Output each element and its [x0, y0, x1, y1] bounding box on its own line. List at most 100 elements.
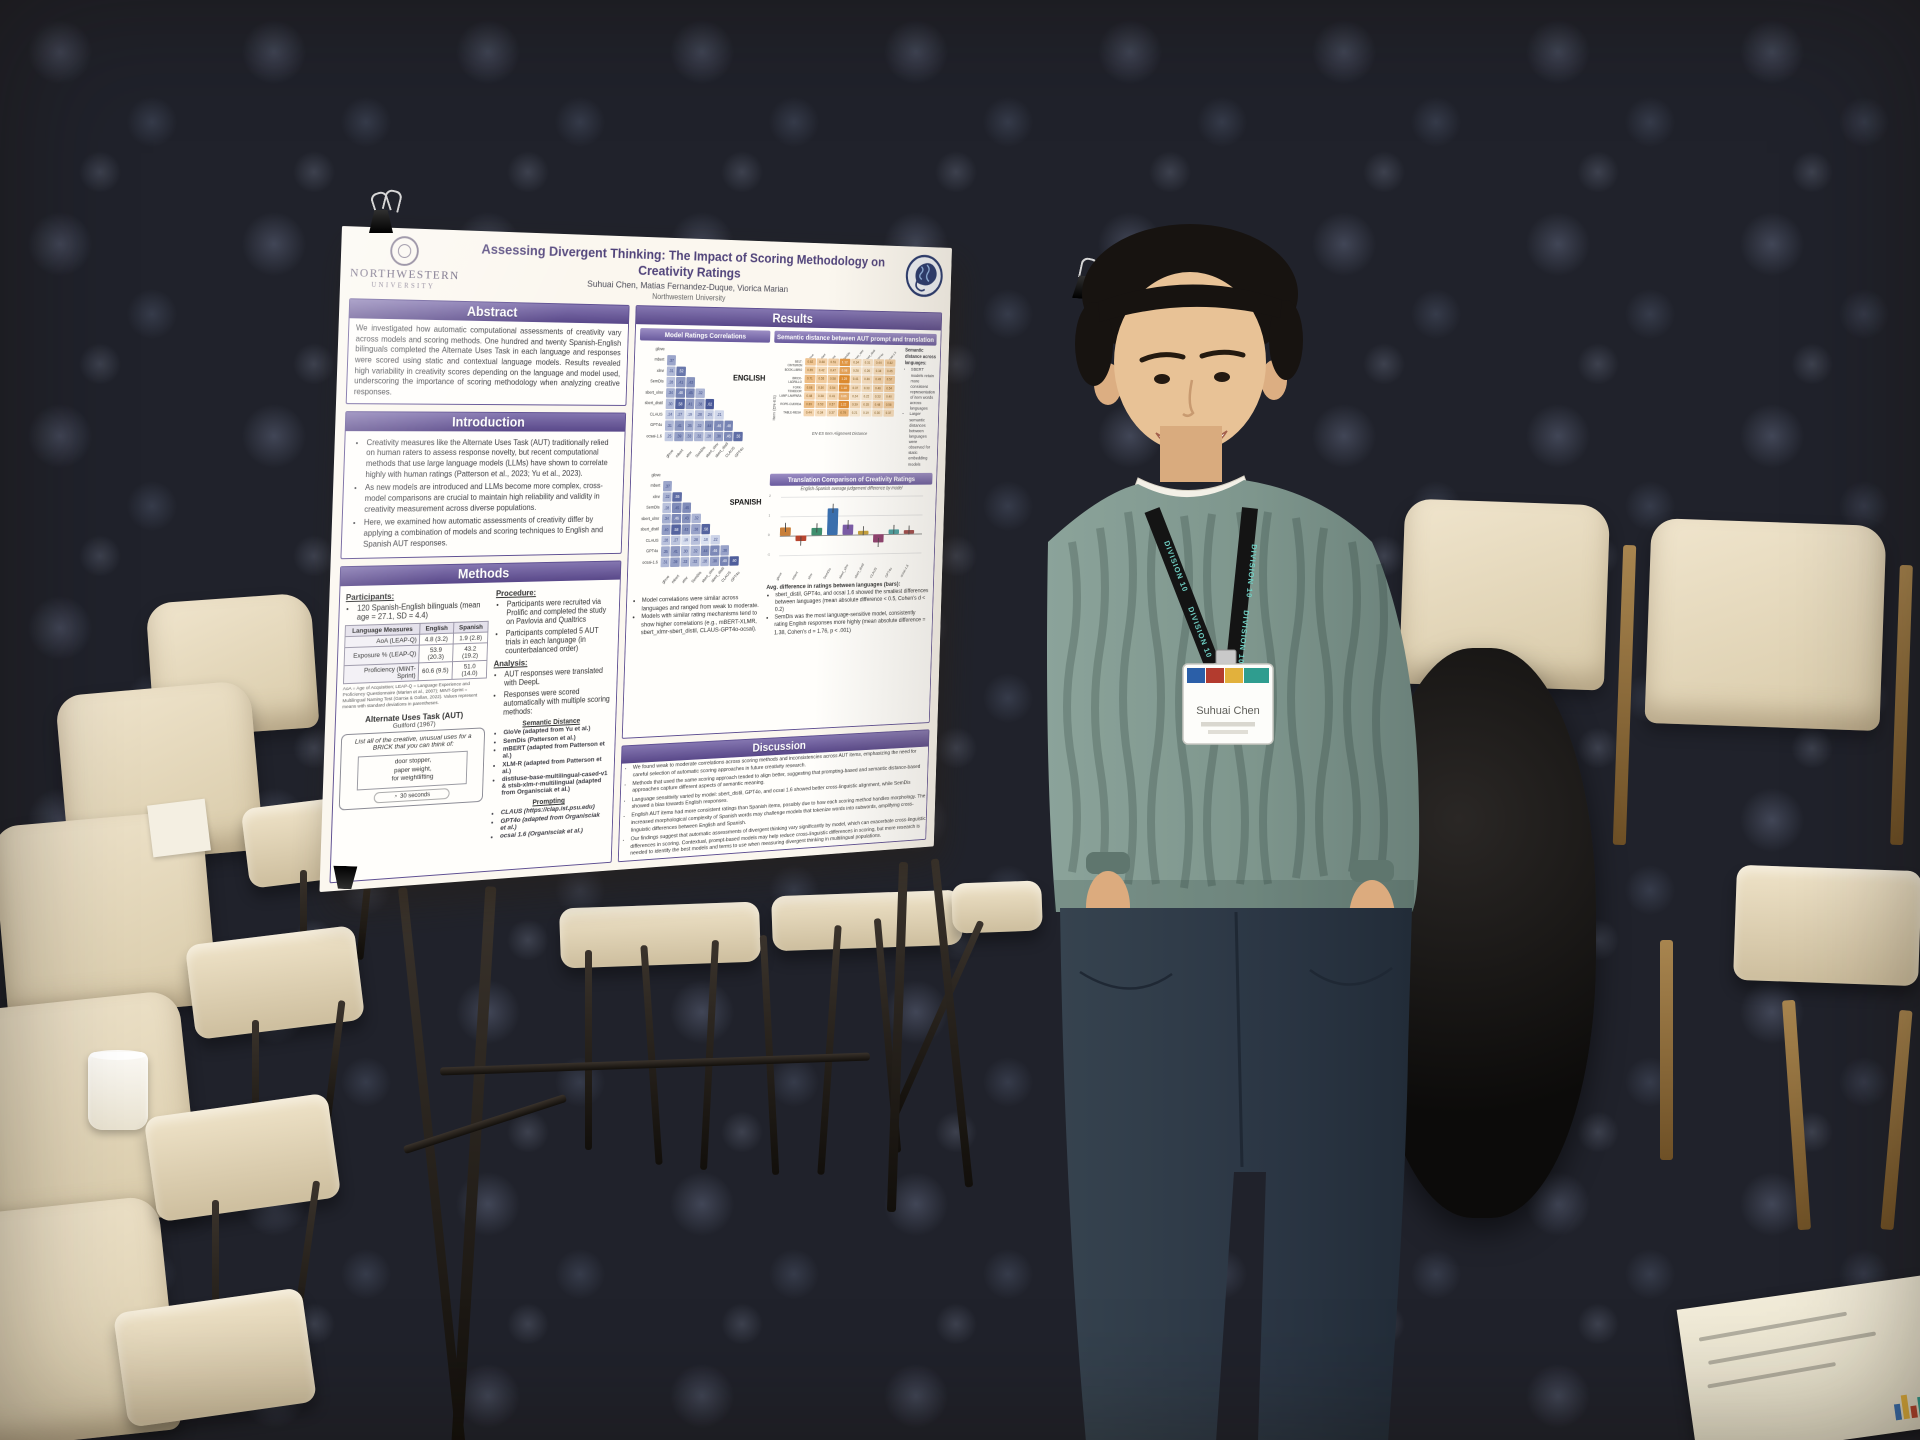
neck — [1160, 426, 1222, 482]
heatmap-cell: .58 — [701, 523, 711, 534]
heatmap-cell: .44 — [700, 545, 710, 556]
procedure-bullet: Participants were recruited via Prolific… — [506, 597, 614, 627]
heatmap-cell: 0.38 — [873, 367, 884, 376]
analysis-bullet: AUT responses were translated with DeepL — [504, 666, 612, 688]
heatmap-cell: .27 — [670, 535, 681, 546]
avg-bullet: SemDis was the most language-sensitive m… — [774, 609, 928, 637]
person: DIVISION 10 DIVISION 10 DIVISION 10 DIVI… — [1047, 224, 1420, 1440]
binder-clip — [369, 210, 393, 233]
chart-label: ocsai-1.6 — [646, 433, 662, 438]
chart-label: mbert — [654, 356, 665, 362]
model-item: distiluse-base-multilingual-cased-v1 & s… — [501, 771, 608, 798]
sleeve-cuff — [1086, 852, 1130, 874]
heatmap-cell: .33 — [684, 431, 694, 442]
heatmap-cell: 0.47 — [827, 366, 839, 375]
badge-clip — [1215, 649, 1237, 665]
name-badge: Suhuai Chen — [1182, 663, 1274, 745]
bar — [780, 495, 923, 498]
heatmap-cell: 0.33 — [872, 392, 884, 401]
heatmap-cell: 0.42 — [816, 366, 828, 375]
translation-bar-chart: -1 0 1 2 glove mbert xlmr SemDis sbert_xlmr sbert… — [766, 491, 928, 582]
chair-leg — [585, 950, 592, 1150]
heatmap-cell: .41 — [676, 376, 686, 387]
chart-label: BOOK-LIBRO — [784, 368, 803, 373]
methods-section: Methods Participants: 120 Spanish-Englis… — [329, 560, 622, 884]
introduction-heading: Introduction — [345, 411, 626, 432]
heatmap-cell: .55 — [733, 431, 743, 442]
heatmap-cell: .35 — [684, 420, 694, 431]
heatmap-cell: 0.69 — [803, 400, 815, 409]
heatmap-cell: 0.57 — [884, 376, 895, 384]
heatmap-cell: 0.66 — [804, 383, 816, 392]
bar: sbert_distil — [853, 562, 865, 579]
heatmap-cell: .28 — [690, 534, 701, 545]
english-correlation-heatmap: ENGLISH glove mbert .37 xlmr .31.52 SemDis .28… — [637, 345, 769, 467]
aut-prompt: List all of the creative, unusual uses f… — [354, 733, 472, 753]
heatmap-cell: .38 — [709, 556, 720, 567]
heatmap-cell: 0.51 — [827, 358, 839, 367]
heatmap-cell: 0.98 — [839, 367, 850, 375]
heatmap-cell: .25 — [664, 431, 674, 442]
heatmap-cell: .52 — [676, 366, 686, 377]
chart-label: CLAUS — [649, 411, 663, 417]
heatmap-cell: 0.50 — [815, 383, 827, 392]
chart-label: GPT4o — [650, 422, 663, 427]
heatmap-cell: .19 — [680, 535, 691, 546]
chart-label: xlmr — [656, 367, 665, 373]
heatmap-cell: .38 — [720, 545, 730, 556]
heatmap-cell: .60 — [729, 555, 739, 566]
chart-label: sbert_xlmr — [645, 389, 664, 395]
procedure-heading: Procedure: — [495, 587, 537, 599]
heatmap-cell: .55 — [672, 491, 682, 502]
heatmap-cell: .37 — [662, 480, 673, 491]
heatmap-cell: 0.79 — [837, 409, 849, 417]
semdist-note: SBERT models retain more consistent repr… — [910, 368, 936, 413]
eye — [1214, 372, 1230, 382]
chair-leg — [1660, 940, 1673, 1160]
lab-brain-logo-icon — [905, 254, 944, 299]
bar: -1 — [767, 552, 770, 557]
discussion-section: Discussion We found weak to moderate cor… — [617, 729, 930, 863]
heatmap-cell: .28 — [662, 502, 672, 513]
heatmap-cell: 0.34 — [814, 409, 826, 417]
spanish-correlation-heatmap: SPANISH glove mbert .37 xlmr .32.55 SemDis .28… — [633, 471, 765, 594]
english-label: ENGLISH — [732, 372, 766, 383]
heatmap-cell: 1.12 — [839, 358, 851, 367]
lanyard-strap — [1226, 507, 1258, 665]
jeans-pockets — [1079, 967, 1393, 990]
language-measures-table: Language Measures English Spanish AoA (L… — [343, 621, 489, 685]
heatmap-cell: 0.52 — [884, 359, 896, 367]
hair-fringe — [1098, 284, 1282, 322]
chart-label: sbert_distil — [640, 526, 659, 532]
heatmap-cell: .35 — [660, 546, 671, 557]
poster-header: NORTHWESTERN UNIVERSITY Assessing Diverg… — [349, 234, 944, 309]
heatmap-cell: .46 — [671, 513, 682, 524]
heatmap-cell: 0.28 — [850, 367, 862, 375]
semdist-note: Larger semantic distances between langua… — [908, 413, 934, 469]
abstract-body: We investigated how automatic computatio… — [353, 323, 622, 397]
heatmap-cell: .58 — [675, 398, 685, 409]
bar: mbert — [791, 570, 799, 581]
heatmap-cell: .33 — [680, 556, 690, 567]
chart-label: SemDis — [650, 378, 664, 384]
bar: ocsai-1.6 — [899, 563, 910, 578]
chart-label: TABLE-MESA — [783, 410, 801, 415]
eyebrow — [1199, 349, 1246, 359]
heatmap-cell: .41 — [685, 398, 695, 409]
heatmap-cell: 0.86 — [838, 392, 850, 401]
jeans-seam — [1234, 911, 1244, 1168]
timer-label: 30 seconds — [400, 791, 431, 800]
heatmap-cell: 0.62 — [804, 358, 816, 366]
heatmap-cell: 0.55 — [804, 366, 816, 375]
heatmap-cell: .28 — [700, 556, 710, 567]
nose — [1182, 379, 1195, 417]
heatmap-cell: 0.34 — [850, 358, 862, 367]
heatmap-cell: .21 — [714, 409, 724, 420]
heatmap-cell: .37 — [666, 355, 677, 366]
northwestern-logo: NORTHWESTERN UNIVERSITY — [350, 234, 460, 291]
bar — [778, 552, 922, 556]
chart-label: sbert_distil — [644, 400, 664, 406]
heatmap-cell: .48 — [719, 555, 729, 566]
heatmap-cell: .18 — [700, 534, 711, 545]
chart-label: GPT4o — [646, 548, 659, 554]
